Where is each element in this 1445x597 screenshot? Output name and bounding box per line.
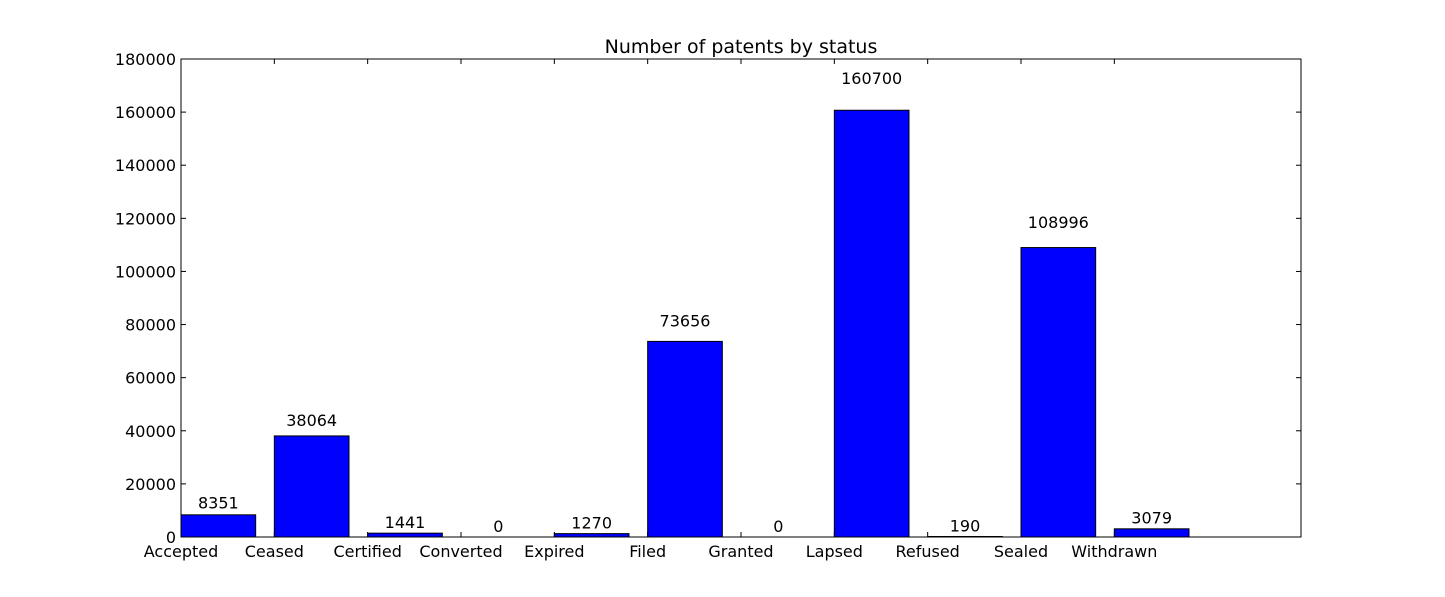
bar-value-label: 8351 — [198, 494, 239, 513]
bar-value-label: 1441 — [385, 513, 426, 532]
x-tick-label: Granted — [708, 542, 773, 561]
x-tick-label: Converted — [419, 542, 502, 561]
chart-title: Number of patents by status — [605, 36, 878, 58]
bar-withdrawn — [1114, 529, 1189, 537]
bar-value-label: 73656 — [660, 312, 711, 331]
x-tick-label: Sealed — [994, 542, 1048, 561]
y-tick-label: 100000 — [115, 262, 176, 281]
x-tick-label: Lapsed — [806, 542, 863, 561]
y-tick-label: 160000 — [115, 103, 176, 122]
x-tick-label: Accepted — [144, 542, 219, 561]
x-tick-label: Withdrawn — [1071, 542, 1157, 561]
y-tick-label: 120000 — [115, 209, 176, 228]
bar-value-label: 0 — [773, 517, 783, 536]
x-tick-label: Ceased — [245, 542, 304, 561]
bar-filed — [648, 341, 723, 537]
x-tick-label: Certified — [333, 542, 401, 561]
x-tick-label: Expired — [524, 542, 584, 561]
bar-expired — [554, 534, 629, 537]
y-tick-label: 80000 — [125, 316, 176, 335]
bar-value-label: 1270 — [571, 513, 612, 532]
bar-value-label: 38064 — [286, 411, 337, 430]
bar-lapsed — [834, 110, 909, 537]
y-tick-label: 20000 — [125, 475, 176, 494]
y-tick-label: 140000 — [115, 156, 176, 175]
bar-accepted — [181, 515, 256, 537]
x-tick-label: Refused — [895, 542, 959, 561]
bar-ceased — [274, 436, 349, 537]
bar-certified — [368, 533, 443, 537]
bar-value-label: 0 — [493, 517, 503, 536]
bar-value-label: 190 — [950, 516, 981, 535]
y-tick-label: 40000 — [125, 422, 176, 441]
bar-value-label: 3079 — [1131, 508, 1172, 527]
bar-value-label: 108996 — [1028, 213, 1089, 232]
x-tick-label: Filed — [629, 542, 666, 561]
y-tick-label: 180000 — [115, 50, 176, 69]
y-tick-label: 60000 — [125, 369, 176, 388]
bar-sealed — [1021, 248, 1096, 537]
bar-value-label: 160700 — [841, 69, 902, 88]
